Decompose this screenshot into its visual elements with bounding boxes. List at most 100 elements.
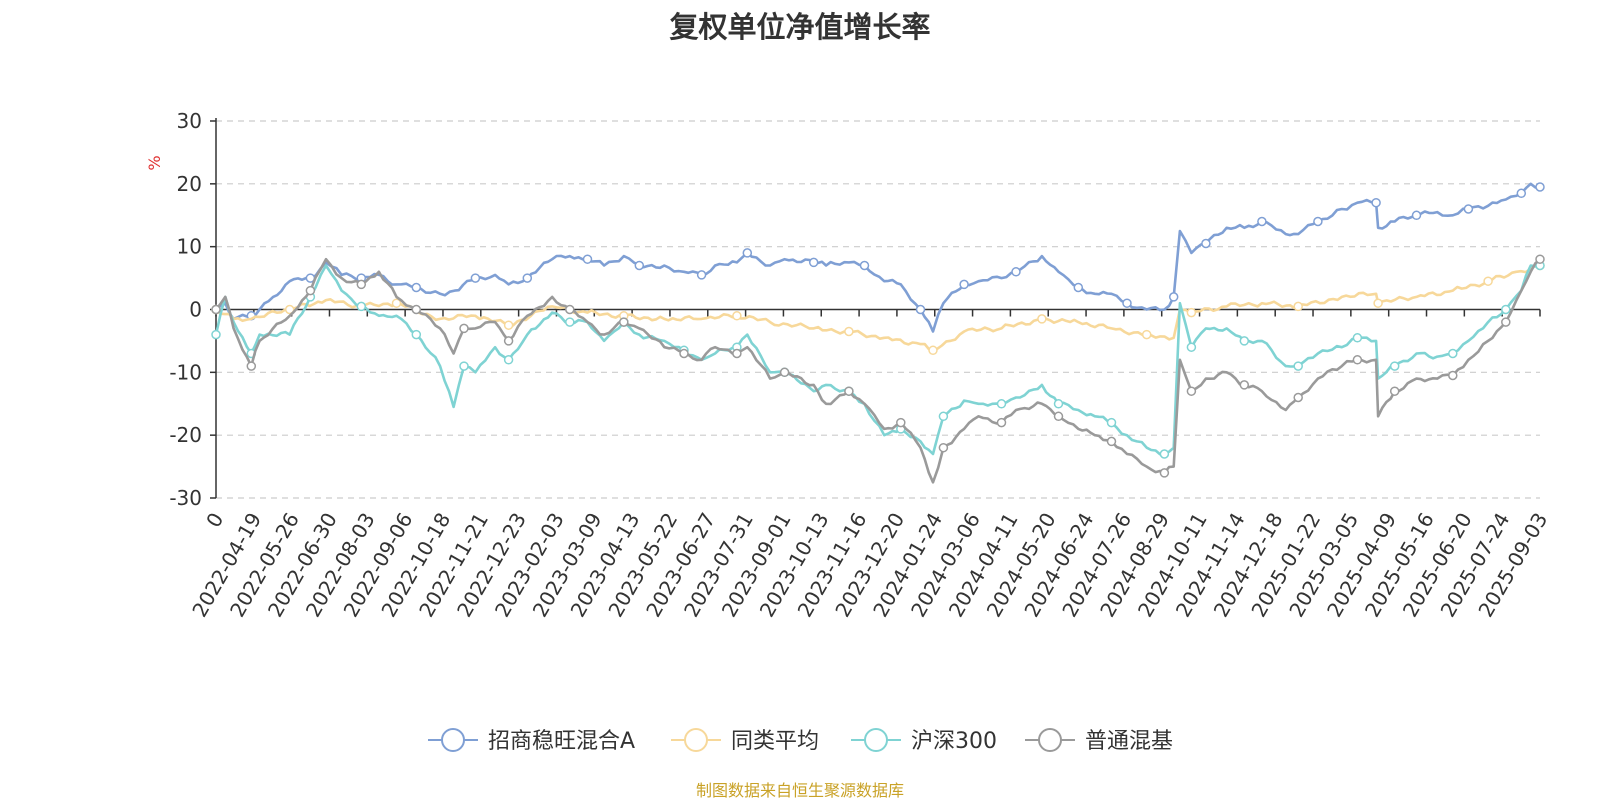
series-point xyxy=(1122,298,1132,308)
series-point xyxy=(996,399,1007,409)
series-point xyxy=(246,361,257,371)
series-point xyxy=(411,282,422,293)
series-point xyxy=(1141,329,1152,340)
series-point xyxy=(503,336,514,346)
x-tick-labels: 02022-04-192022-05-262022-06-302022-08-0… xyxy=(187,508,1552,621)
legend-label: 普通混基 xyxy=(1085,729,1173,754)
series-point xyxy=(844,326,854,337)
series-point xyxy=(1201,238,1211,249)
series-point xyxy=(211,329,221,340)
series-point xyxy=(1159,468,1170,478)
series-point xyxy=(634,260,645,271)
series-point xyxy=(356,301,367,312)
series-point xyxy=(996,417,1007,428)
y-tick-label: -30 xyxy=(169,486,202,510)
series-point xyxy=(1011,267,1021,277)
series-point xyxy=(732,348,742,359)
y-tick-label: 20 xyxy=(177,172,202,196)
legend-marker-icon xyxy=(684,728,708,752)
series-point xyxy=(1106,436,1117,447)
series-point xyxy=(696,270,707,280)
series-point xyxy=(305,285,316,296)
series-point xyxy=(356,279,367,290)
series-point xyxy=(284,304,295,315)
legend-marker-icon xyxy=(1038,728,1062,752)
series-point xyxy=(1168,292,1179,302)
y-tick-label: 0 xyxy=(189,298,202,322)
series-point xyxy=(808,257,819,268)
series-point xyxy=(1352,355,1363,365)
x-tick-label: 0 xyxy=(201,509,228,532)
series-group xyxy=(211,254,1545,484)
y-tick-label: 30 xyxy=(177,109,202,133)
series-point xyxy=(459,361,469,371)
series-point xyxy=(1535,254,1545,264)
series-point xyxy=(1293,361,1303,371)
series-point xyxy=(503,320,514,330)
series-point xyxy=(1186,307,1197,318)
series-point xyxy=(1106,417,1117,428)
series-point xyxy=(522,273,533,283)
series-point xyxy=(503,355,514,365)
series-point xyxy=(565,304,575,315)
series-point xyxy=(1186,386,1197,396)
series-point xyxy=(1239,380,1250,390)
series-point xyxy=(1373,298,1383,308)
legend-item[interactable]: 招商稳旺混合A xyxy=(428,728,635,754)
series-point xyxy=(896,417,906,428)
series-point xyxy=(582,254,593,264)
series-point xyxy=(928,345,938,356)
series-line xyxy=(215,264,1541,352)
series-point xyxy=(1037,314,1047,324)
legend: 招商稳旺混合A 同类平均 沪深300 普通混基 xyxy=(428,728,1173,754)
series-point xyxy=(619,317,629,327)
series-point xyxy=(1389,386,1400,396)
series-point xyxy=(1293,301,1303,312)
series-point xyxy=(411,329,422,340)
series-point xyxy=(1483,276,1493,286)
series-point xyxy=(732,311,742,321)
series-point xyxy=(470,273,481,283)
legend-label: 招商稳旺混合A xyxy=(488,729,635,754)
series-point xyxy=(959,279,969,290)
legend-marker-icon xyxy=(864,728,888,752)
series-point xyxy=(1352,333,1363,343)
series-point xyxy=(779,367,790,378)
y-tick-labels: -30 -20 -10 0 10 20 30 xyxy=(169,109,202,510)
series-point xyxy=(938,411,949,422)
grid-lines xyxy=(216,120,1540,499)
axes xyxy=(210,118,1541,499)
series-point xyxy=(938,442,949,453)
series-point xyxy=(1411,210,1422,221)
y-tick-label: 10 xyxy=(177,235,202,259)
series-point xyxy=(1186,342,1197,352)
y-axis-unit: % xyxy=(145,155,164,170)
legend-label: 沪深300 xyxy=(911,729,997,754)
series-group xyxy=(211,260,1545,459)
series-point xyxy=(1463,204,1474,214)
series-point xyxy=(1448,370,1458,381)
series-line xyxy=(214,264,1541,456)
series-point xyxy=(1257,216,1267,227)
series-point xyxy=(1293,392,1303,403)
series-point xyxy=(1501,304,1511,315)
series-point xyxy=(1535,182,1545,192)
series-point xyxy=(1239,336,1250,346)
series-point xyxy=(1053,411,1064,422)
series-line xyxy=(214,257,1541,484)
series-point xyxy=(1053,399,1064,409)
chart-title: 复权单位净值增长率 xyxy=(669,10,931,44)
legend-item[interactable]: 普通混基 xyxy=(1025,728,1173,754)
series-point xyxy=(565,317,575,327)
y-tick-label: -20 xyxy=(169,423,202,447)
series-point xyxy=(844,386,854,396)
series-point xyxy=(1501,317,1511,327)
series-point xyxy=(1073,282,1084,293)
series-point xyxy=(1389,361,1400,371)
y-tick-label: -10 xyxy=(169,360,202,384)
series-point xyxy=(391,298,402,308)
legend-item[interactable]: 沪深300 xyxy=(851,728,997,754)
legend-item[interactable]: 同类平均 xyxy=(671,728,819,754)
series-lines xyxy=(211,182,1545,484)
